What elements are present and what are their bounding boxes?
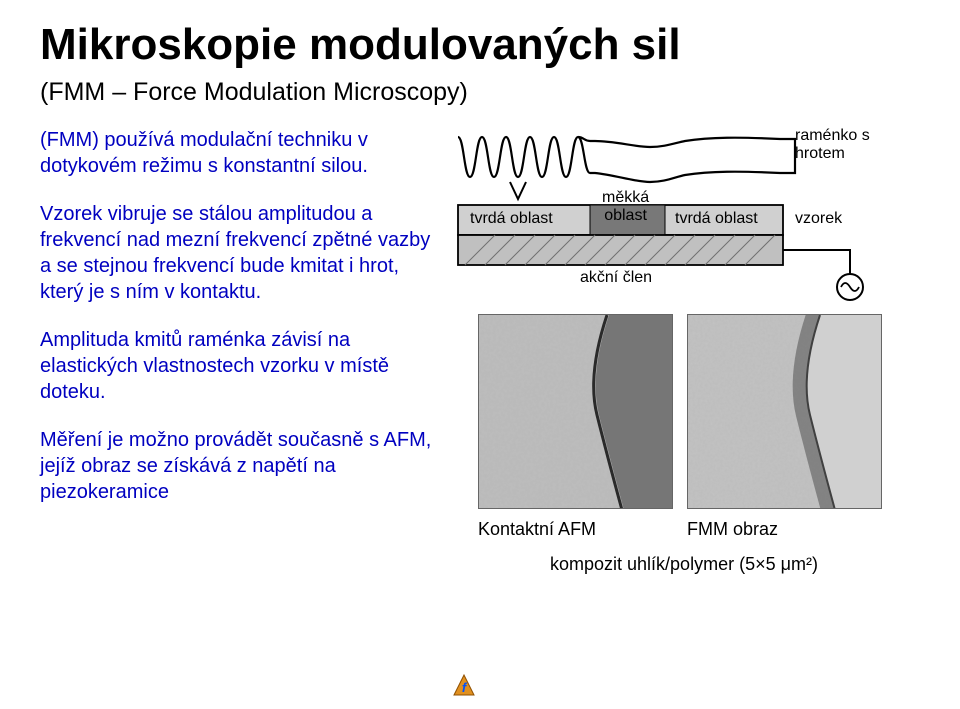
paragraph-4: Měření je možno provádět současně s AFM,… (40, 427, 432, 505)
label-actuator: akční člen (580, 269, 652, 287)
afm-micrograph (478, 314, 673, 509)
afm-caption: Kontaktní AFM (478, 519, 673, 540)
label-cantilever: raménko s hrotem (795, 127, 920, 162)
label-hard-right: tvrdá oblast (675, 210, 758, 228)
footer-logo-icon: f (450, 671, 478, 699)
label-soft: měkká oblast (602, 189, 649, 224)
figure-column: raménko s hrotem tvrdá oblast měkká obla… (450, 127, 920, 575)
composite-caption: kompozit uhlík/polymer (5×5 μm²) (550, 554, 920, 575)
content-row: (FMM) používá modulační techniku v dotyk… (40, 127, 920, 575)
paragraph-3: Amplituda kmitů raménka závisí na elasti… (40, 327, 432, 405)
label-hard-left: tvrdá oblast (470, 210, 553, 228)
fmm-caption: FMM obraz (687, 519, 882, 540)
page-title: Mikroskopie modulovaných sil (40, 22, 920, 68)
text-column: (FMM) používá modulační techniku v dotyk… (40, 127, 432, 575)
fmm-schematic: raménko s hrotem tvrdá oblast měkká obla… (450, 127, 920, 302)
page-subtitle: (FMM – Force Modulation Microscopy) (40, 78, 920, 107)
fmm-micrograph (687, 314, 882, 509)
paragraph-2: Vzorek vibruje se stálou amplitudou a fr… (40, 201, 432, 305)
caption-row: Kontaktní AFM FMM obraz (478, 519, 920, 540)
label-sample: vzorek (795, 210, 842, 228)
micrograph-row (478, 314, 920, 509)
paragraph-1: (FMM) používá modulační techniku v dotyk… (40, 127, 432, 179)
